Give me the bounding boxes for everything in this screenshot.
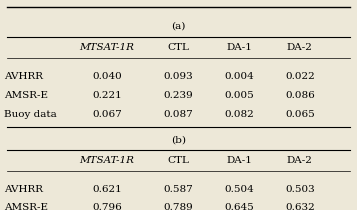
Text: AMSR-E: AMSR-E <box>4 91 47 100</box>
Text: 0.503: 0.503 <box>285 185 315 193</box>
Text: 0.632: 0.632 <box>285 203 315 210</box>
Text: 0.065: 0.065 <box>285 110 315 119</box>
Text: 0.221: 0.221 <box>92 91 122 100</box>
Text: AVHRR: AVHRR <box>4 185 42 193</box>
Text: Buoy data: Buoy data <box>4 110 56 119</box>
Text: 0.086: 0.086 <box>285 91 315 100</box>
Text: 0.093: 0.093 <box>164 72 193 81</box>
Text: 0.082: 0.082 <box>224 110 254 119</box>
Text: 0.587: 0.587 <box>164 185 193 193</box>
Text: MTSAT-1R: MTSAT-1R <box>80 43 135 52</box>
Text: DA-2: DA-2 <box>287 43 313 52</box>
Text: 0.621: 0.621 <box>92 185 122 193</box>
Text: DA-2: DA-2 <box>287 156 313 165</box>
Text: 0.067: 0.067 <box>92 110 122 119</box>
Text: 0.504: 0.504 <box>224 185 254 193</box>
Text: (b): (b) <box>171 135 186 144</box>
Text: 0.796: 0.796 <box>92 203 122 210</box>
Text: 0.645: 0.645 <box>224 203 254 210</box>
Text: CTL: CTL <box>167 43 190 52</box>
Text: DA-1: DA-1 <box>226 43 252 52</box>
Text: 0.087: 0.087 <box>164 110 193 119</box>
Text: 0.005: 0.005 <box>224 91 254 100</box>
Text: MTSAT-1R: MTSAT-1R <box>80 156 135 165</box>
Text: 0.004: 0.004 <box>224 72 254 81</box>
Text: 0.239: 0.239 <box>164 91 193 100</box>
Text: AMSR-E: AMSR-E <box>4 203 47 210</box>
Text: AVHRR: AVHRR <box>4 72 42 81</box>
Text: DA-1: DA-1 <box>226 156 252 165</box>
Text: (a): (a) <box>171 22 186 31</box>
Text: 0.789: 0.789 <box>164 203 193 210</box>
Text: 0.022: 0.022 <box>285 72 315 81</box>
Text: CTL: CTL <box>167 156 190 165</box>
Text: 0.040: 0.040 <box>92 72 122 81</box>
